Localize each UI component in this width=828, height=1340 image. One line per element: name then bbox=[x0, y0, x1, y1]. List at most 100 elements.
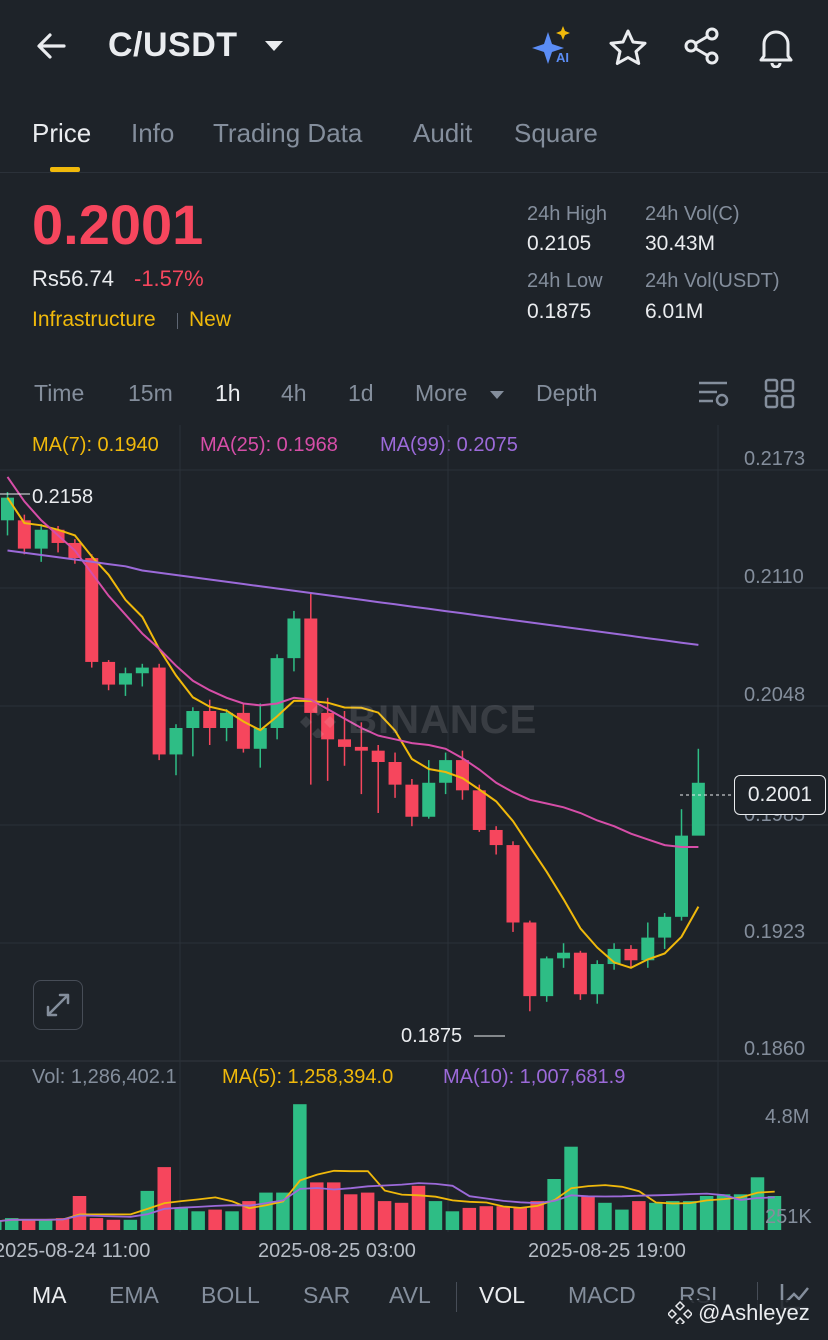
candle-body bbox=[17, 520, 31, 549]
y-axis-label: 0.1923 bbox=[744, 921, 806, 943]
high-label: 24h High bbox=[527, 203, 608, 225]
tf-depth[interactable]: Depth bbox=[536, 380, 598, 406]
volume-bar bbox=[106, 1219, 121, 1230]
ai-sparkle-icon[interactable]: AI bbox=[532, 24, 578, 68]
indicator-sar[interactable]: SAR bbox=[303, 1282, 351, 1308]
volume-bar bbox=[360, 1192, 375, 1230]
volume-bar bbox=[428, 1201, 443, 1230]
volume-bar bbox=[55, 1218, 70, 1230]
vol-axis-label: 4.8M bbox=[765, 1106, 810, 1128]
tf-1h[interactable]: 1h bbox=[215, 380, 241, 406]
last-price: 0.2001 bbox=[32, 193, 204, 256]
volume-bar bbox=[310, 1182, 324, 1230]
tf-1d[interactable]: 1d bbox=[348, 380, 374, 406]
candle-body bbox=[455, 760, 469, 791]
vol-ma10-label: MA(10): 1,007,681.9 bbox=[443, 1066, 626, 1088]
tag-new[interactable]: New bbox=[189, 308, 232, 331]
tab-price[interactable]: Price bbox=[32, 118, 92, 148]
tab-audit[interactable]: Audit bbox=[413, 118, 473, 148]
bell-icon[interactable] bbox=[756, 26, 796, 69]
candle-body bbox=[102, 661, 116, 685]
volume-bar bbox=[293, 1104, 307, 1230]
tf-time[interactable]: Time bbox=[34, 380, 85, 406]
tab-square[interactable]: Square bbox=[514, 118, 598, 148]
y-axis-label: 0.1860 bbox=[744, 1038, 806, 1060]
vol-ma5-label: MA(5): 1,258,394.0 bbox=[222, 1066, 394, 1088]
indicator-ma[interactable]: MA bbox=[32, 1282, 67, 1308]
candlestick-chart[interactable] bbox=[0, 420, 828, 1260]
indicator-boll[interactable]: BOLL bbox=[201, 1282, 260, 1308]
more-caret-icon[interactable] bbox=[488, 388, 506, 400]
candle-body bbox=[472, 790, 486, 830]
candle-body bbox=[540, 958, 554, 997]
chart-settings-icon[interactable] bbox=[697, 378, 731, 410]
candle-body bbox=[220, 712, 234, 729]
volume-bar bbox=[530, 1201, 544, 1230]
chevron-down-icon[interactable] bbox=[262, 38, 286, 54]
ma7-line bbox=[6, 497, 700, 969]
candle-body bbox=[186, 711, 200, 729]
x-axis-label: 2025-08-25 19:00 bbox=[528, 1240, 686, 1262]
tab-info[interactable]: Info bbox=[131, 118, 175, 148]
indicator-macd[interactable]: MACD bbox=[568, 1282, 636, 1308]
ma99-line bbox=[7, 549, 699, 646]
share-icon[interactable] bbox=[682, 26, 722, 66]
tf-4h[interactable]: 4h bbox=[281, 380, 307, 406]
volume-bar bbox=[191, 1211, 205, 1230]
volume-bar bbox=[598, 1202, 612, 1230]
candle-body bbox=[691, 782, 705, 836]
candle-body bbox=[34, 529, 48, 549]
low-label: 24h Low bbox=[527, 270, 603, 292]
volume-bar bbox=[666, 1201, 680, 1230]
volume-bar bbox=[38, 1219, 53, 1230]
volume-bar bbox=[259, 1192, 273, 1230]
indicator-ema[interactable]: EMA bbox=[109, 1282, 159, 1308]
volume-bar bbox=[157, 1167, 171, 1230]
volume-bar bbox=[750, 1177, 765, 1230]
candle-body bbox=[287, 618, 301, 659]
volume-bar bbox=[225, 1211, 239, 1230]
indicator-divider bbox=[456, 1282, 457, 1312]
candle-body bbox=[624, 948, 638, 961]
candle-body bbox=[590, 964, 604, 995]
volume-bar bbox=[615, 1209, 629, 1230]
volume-bar bbox=[208, 1209, 222, 1230]
candle-body bbox=[85, 558, 99, 662]
candle-body bbox=[506, 845, 520, 923]
volume-bar bbox=[0, 1221, 2, 1230]
candle-body bbox=[658, 916, 672, 938]
tf-more[interactable]: More bbox=[415, 380, 468, 406]
star-icon[interactable] bbox=[608, 28, 648, 68]
ma99-label: MA(99): 0.2075 bbox=[380, 434, 518, 456]
candle-body bbox=[388, 761, 402, 785]
volume-bar bbox=[140, 1190, 155, 1230]
grid-layout-icon[interactable] bbox=[764, 378, 796, 410]
pair-title[interactable]: C/USDT bbox=[108, 26, 238, 64]
volume-bar bbox=[581, 1196, 595, 1230]
fullscreen-icon[interactable] bbox=[33, 980, 83, 1030]
tab-price-indicator bbox=[50, 167, 80, 172]
tag-sector[interactable]: Infrastructure bbox=[32, 308, 156, 331]
vol-label: Vol: 1,286,402.1 bbox=[32, 1066, 177, 1088]
candle-body bbox=[1, 497, 14, 521]
indicator-vol[interactable]: VOL bbox=[479, 1282, 526, 1308]
volume-bar bbox=[632, 1201, 646, 1230]
y-axis-label: 0.2048 bbox=[744, 684, 806, 706]
candle-body bbox=[169, 728, 183, 755]
candle-body bbox=[135, 667, 149, 674]
candle-body bbox=[573, 952, 587, 995]
volume-bar bbox=[327, 1182, 341, 1230]
low-value: 0.1875 bbox=[527, 300, 592, 323]
candle-body bbox=[641, 937, 655, 961]
indicator-avl[interactable]: AVL bbox=[389, 1282, 431, 1308]
candle-body bbox=[354, 746, 368, 751]
tab-trading-data[interactable]: Trading Data bbox=[213, 118, 363, 148]
tf-15m[interactable]: 15m bbox=[128, 380, 173, 406]
candle-body bbox=[675, 835, 688, 917]
fiat-price: Rs56.74 bbox=[32, 266, 114, 291]
volume-bar bbox=[462, 1207, 477, 1230]
volume-bar bbox=[89, 1218, 104, 1230]
volume-bar bbox=[445, 1211, 460, 1230]
back-icon[interactable] bbox=[34, 28, 70, 64]
volume-bar bbox=[513, 1207, 527, 1230]
